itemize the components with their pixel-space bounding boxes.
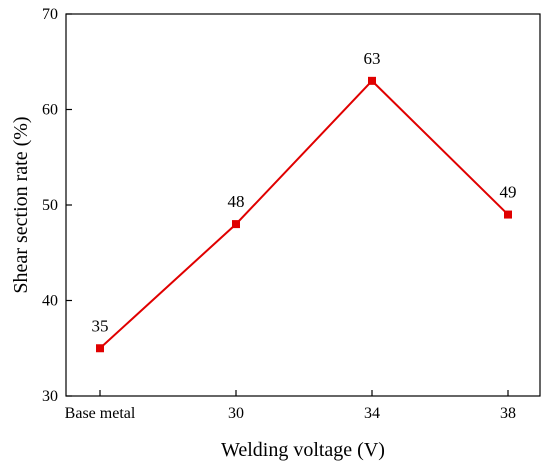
x-tick-label: 34: [364, 405, 380, 422]
data-point-0: [96, 344, 104, 353]
x-tick-label: 38: [500, 405, 516, 422]
series-layer: [96, 76, 512, 353]
y-tick-label: 50: [42, 197, 58, 214]
x-tick-label: 30: [228, 405, 244, 422]
y-tick-label: 60: [42, 102, 58, 119]
ticks-layer: 30 40 50 60 70 Base metal 30 34 38: [42, 6, 516, 422]
data-point-3: [504, 210, 512, 219]
data-label-0: 35: [92, 316, 109, 335]
data-point-2: [368, 76, 376, 85]
data-label-2: 63: [364, 49, 381, 68]
series-line-0: [99, 79, 509, 349]
data-label-1: 48: [228, 192, 245, 211]
data-point-1: [232, 220, 240, 229]
x-axis-title: Welding voltage (V): [221, 439, 385, 461]
x-tick-label: Base metal: [65, 405, 136, 422]
data-labels-layer: 35 48 63 49: [92, 49, 517, 335]
y-tick-label: 30: [42, 388, 58, 405]
y-tick-label: 40: [42, 293, 58, 310]
y-axis-title: Shear section rate (%): [10, 116, 32, 293]
data-label-3: 49: [500, 183, 517, 202]
plot-frame: [65, 13, 541, 397]
y-tick-label: 70: [42, 6, 58, 23]
